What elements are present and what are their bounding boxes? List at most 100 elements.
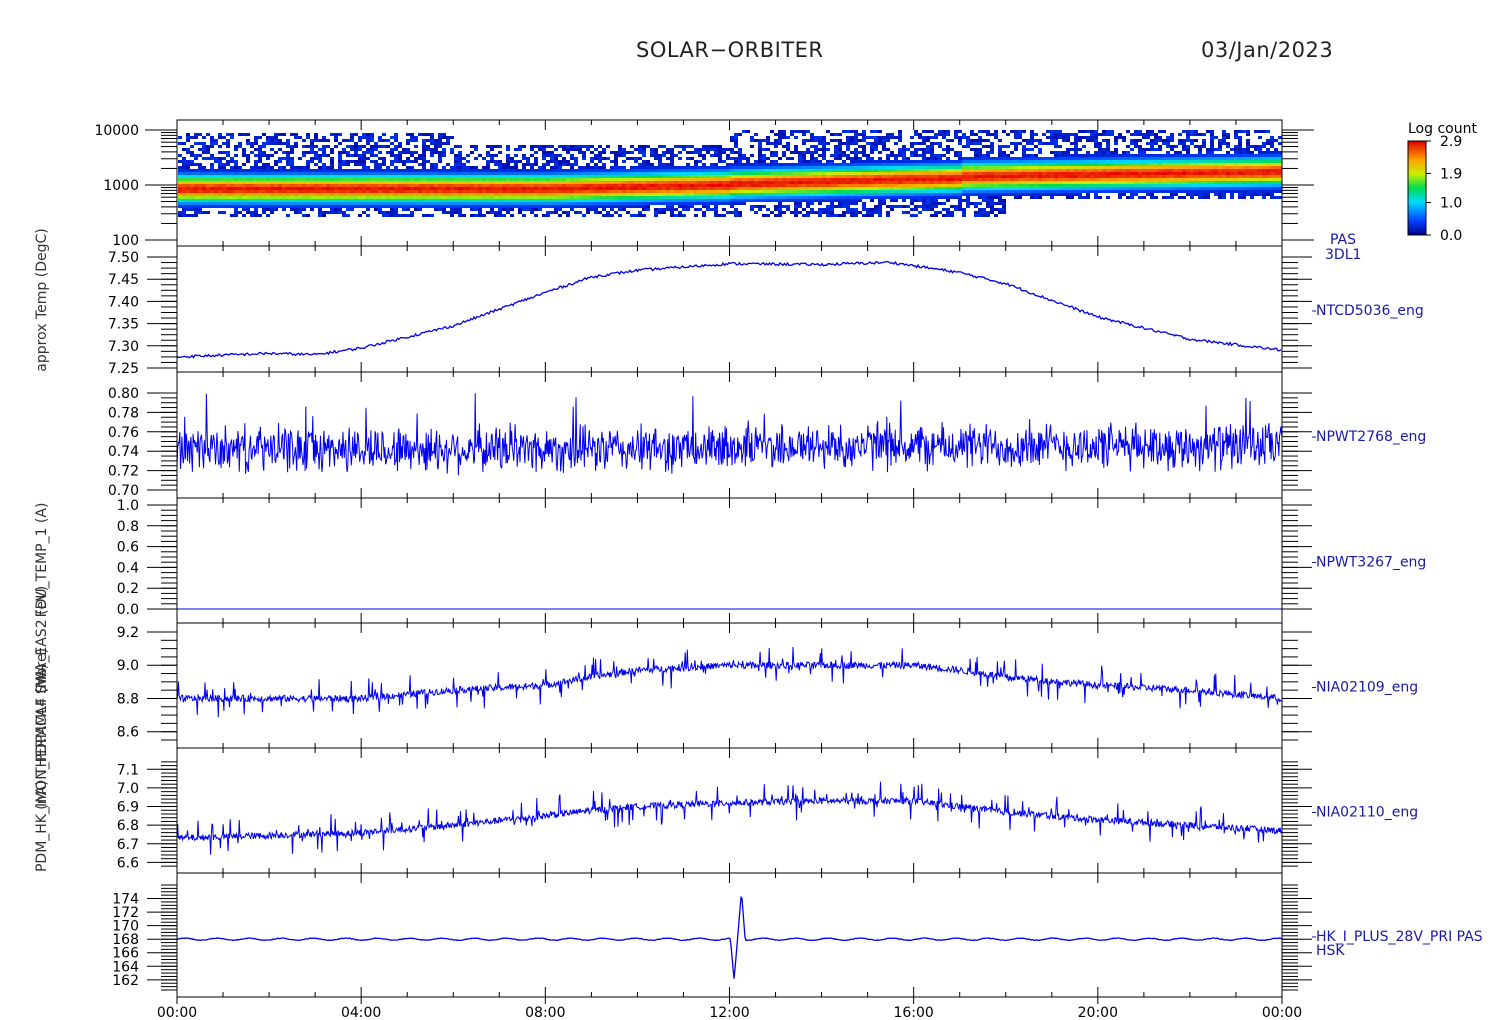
spectrogram-cell: [1134, 190, 1138, 193]
spectrogram-cell: [566, 148, 570, 151]
spectrogram-cell: [1078, 130, 1082, 133]
spectrogram-cell: [818, 172, 822, 175]
spectrogram-cell: [566, 214, 570, 217]
spectrogram-cell: [354, 145, 358, 148]
spectrogram-cell: [290, 157, 294, 160]
spectrogram-cell: [266, 178, 270, 181]
spectrogram-cell: [422, 151, 426, 154]
spectrogram-cell: [898, 193, 902, 196]
spectrogram-cell: [278, 172, 282, 175]
spectrogram-cell: [710, 184, 714, 187]
spectrogram-cell: [254, 211, 258, 214]
spectrogram-cell: [234, 169, 238, 172]
spectrogram-cell: [1078, 136, 1082, 139]
spectrogram-cell: [234, 148, 238, 151]
spectrogram-cell: [350, 169, 354, 172]
spectrogram-cell: [822, 211, 826, 214]
spectrogram-cell: [510, 205, 514, 208]
spectrogram-cell: [1102, 151, 1106, 154]
spectrogram-cell: [710, 169, 714, 172]
spectrogram-cell: [818, 166, 822, 169]
spectrogram-cell: [550, 199, 554, 202]
spectrogram-cell: [766, 157, 770, 160]
spectrogram-cell: [486, 151, 490, 154]
spectrogram-cell: [970, 190, 974, 193]
spectrogram-cell: [1014, 190, 1018, 193]
spectrogram-cell: [562, 172, 566, 175]
spectrogram-cell: [726, 163, 730, 166]
spectrogram-cell: [890, 193, 894, 196]
spectrogram-cell: [414, 196, 418, 199]
spectrogram-cell: [1074, 193, 1078, 196]
spectrogram-cell: [790, 211, 794, 214]
spectrogram-cell: [194, 196, 198, 199]
spectrogram-cell: [1038, 172, 1042, 175]
spectrogram-cell: [734, 175, 738, 178]
spectrogram-cell: [826, 205, 830, 208]
spectrogram-cell: [570, 166, 574, 169]
spectrogram-cell: [930, 145, 934, 148]
spectrogram-cell: [874, 172, 878, 175]
spectrogram-cell: [258, 178, 262, 181]
spectrogram-cell: [826, 130, 830, 133]
spectrogram-cell: [798, 163, 802, 166]
spectrogram-cell: [286, 169, 290, 172]
spectrogram-cell: [454, 196, 458, 199]
spectrogram-cell: [874, 166, 878, 169]
spectrogram-cell: [346, 163, 350, 166]
spectrogram-cell: [714, 190, 718, 193]
spectrogram-cell: [418, 178, 422, 181]
spectrogram-cell: [770, 160, 774, 163]
spectrogram-cell: [1130, 163, 1134, 166]
spectrogram-cell: [594, 190, 598, 193]
spectrogram-cell: [1134, 181, 1138, 184]
spectrogram-cell: [1054, 139, 1058, 142]
spectrogram-cell: [830, 160, 834, 163]
spectrogram-cell: [830, 154, 834, 157]
spectrogram-cell: [630, 187, 634, 190]
spectrogram-cell: [518, 178, 522, 181]
spectrogram-cell: [302, 178, 306, 181]
spectrogram-cell: [790, 166, 794, 169]
spectrogram-cell: [1150, 193, 1154, 196]
spectrogram-cell: [1034, 154, 1038, 157]
spectrogram-cell: [274, 181, 278, 184]
spectrogram-cell: [542, 214, 546, 217]
spectrogram-cell: [1094, 169, 1098, 172]
spectrogram-cell: [558, 187, 562, 190]
spectrogram-cell: [890, 166, 894, 169]
spectrogram-cell: [1010, 151, 1014, 154]
spectrogram-cell: [214, 178, 218, 181]
spectrogram-cell: [930, 202, 934, 205]
spectrogram-cell: [398, 145, 402, 148]
spectrogram-cell: [990, 145, 994, 148]
spectrogram-cell: [194, 187, 198, 190]
spectrogram-cell: [870, 163, 874, 166]
spectrogram-cell: [1042, 142, 1046, 145]
spectrogram-cell: [854, 148, 858, 151]
spectrogram-cell: [1122, 166, 1126, 169]
spectrogram-cell: [646, 166, 650, 169]
spectrogram-cell: [526, 172, 530, 175]
spectrogram-cell: [218, 145, 222, 148]
spectrogram-cell: [406, 172, 410, 175]
spectrogram-cell: [838, 202, 842, 205]
spectrogram-cell: [226, 181, 230, 184]
spectrogram-cell: [710, 199, 714, 202]
spectrogram-cell: [310, 178, 314, 181]
spectrogram-cell: [422, 199, 426, 202]
spectrogram-cell: [526, 196, 530, 199]
spectrogram-cell: [1066, 163, 1070, 166]
spectrogram-cell: [838, 187, 842, 190]
spectrogram-cell: [542, 193, 546, 196]
spectrogram-cell: [430, 184, 434, 187]
spectrogram-cell: [874, 142, 878, 145]
spectrogram-cell: [830, 178, 834, 181]
spectrogram-cell: [1138, 148, 1142, 151]
spectrogram-cell: [954, 160, 958, 163]
spectrogram-cell: [1106, 154, 1110, 157]
spectrogram-cell: [266, 157, 270, 160]
spectrogram-cell: [486, 145, 490, 148]
spectrogram-cell: [934, 172, 938, 175]
spectrogram-cell: [1034, 133, 1038, 136]
